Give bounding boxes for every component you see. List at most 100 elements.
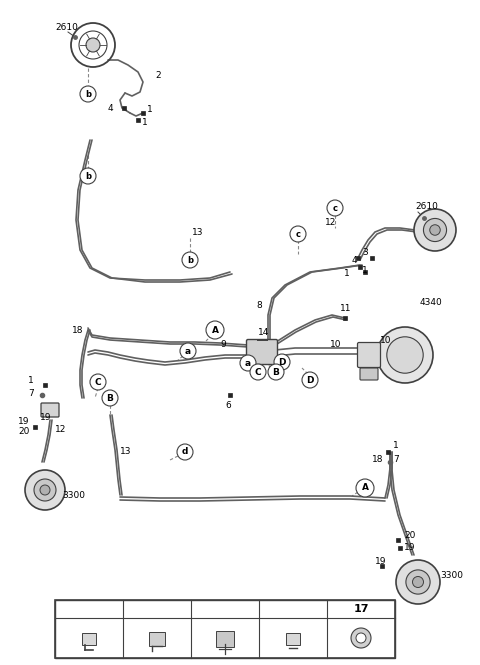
Text: C: C [95,378,101,386]
Text: 5: 5 [291,604,298,614]
Text: 19: 19 [404,543,416,553]
Text: 19: 19 [40,414,51,422]
Text: 11: 11 [340,303,351,313]
Text: A: A [361,483,369,493]
Bar [149,632,165,646]
Bar [33,425,37,429]
Text: 16: 16 [155,604,168,614]
Bar [136,118,140,122]
Text: d: d [182,448,188,456]
Bar [228,393,232,397]
Text: 1: 1 [344,269,350,277]
Text: 1: 1 [147,104,153,114]
Circle shape [208,602,222,616]
Bar [216,631,234,647]
Circle shape [406,570,430,594]
Bar [43,383,47,387]
Bar [370,256,374,260]
Text: 13: 13 [120,448,132,456]
Text: 10: 10 [330,340,341,348]
Bar [358,265,362,269]
Text: a: a [76,604,82,614]
Text: 2610: 2610 [55,23,78,31]
Circle shape [327,200,343,216]
Text: b: b [85,90,91,98]
Text: 1: 1 [362,265,368,275]
Text: 4: 4 [108,104,114,112]
Text: c: c [296,229,300,239]
Circle shape [351,628,371,648]
Text: 14: 14 [258,327,269,336]
Circle shape [356,633,366,643]
Circle shape [387,336,423,373]
Text: 9: 9 [220,340,226,348]
FancyBboxPatch shape [358,342,381,368]
Bar [55,600,395,658]
Text: 4340: 4340 [420,297,443,307]
Text: c: c [212,604,218,614]
Text: 13: 13 [192,227,204,237]
Circle shape [34,479,56,501]
Text: d: d [280,604,286,614]
Circle shape [40,485,50,495]
Text: 6: 6 [225,400,231,410]
Bar [380,564,384,568]
Text: 10: 10 [380,336,392,344]
Text: 18: 18 [372,456,384,464]
Bar [398,546,402,550]
Text: B: B [107,394,113,402]
Bar [55,600,395,658]
Circle shape [302,372,318,388]
Text: 20: 20 [18,428,29,436]
Text: 1: 1 [142,118,148,126]
Circle shape [86,38,100,52]
Circle shape [290,226,306,242]
Text: 12: 12 [55,426,66,434]
Text: 3300: 3300 [62,491,85,499]
Text: B: B [273,368,279,376]
Circle shape [414,209,456,251]
Circle shape [250,364,266,380]
Circle shape [90,374,106,390]
Circle shape [423,218,446,241]
Circle shape [412,577,423,587]
Circle shape [268,364,284,380]
Text: 3300: 3300 [440,571,463,579]
Text: 1: 1 [28,376,34,384]
Text: a: a [245,358,251,368]
Circle shape [274,354,290,370]
Bar [82,633,96,645]
Circle shape [180,343,196,359]
FancyBboxPatch shape [41,403,59,417]
Circle shape [276,602,290,616]
Bar [343,317,347,320]
Text: 15: 15 [87,604,100,614]
Text: c: c [333,203,337,213]
Text: 20: 20 [404,531,415,539]
Circle shape [396,560,440,604]
Circle shape [240,355,256,371]
Circle shape [25,470,65,510]
Bar [363,270,367,274]
Text: 19: 19 [375,557,386,567]
Text: C: C [255,368,261,376]
Circle shape [72,602,86,616]
Bar [141,111,145,115]
Circle shape [206,321,224,339]
Text: 19: 19 [18,418,29,426]
Text: b: b [144,604,150,614]
Text: b: b [85,172,91,180]
Text: a: a [185,346,191,356]
Text: 3: 3 [362,247,368,257]
Text: 2610: 2610 [415,201,438,211]
Text: 7: 7 [393,456,399,464]
Circle shape [177,444,193,460]
Circle shape [140,602,154,616]
Text: 18: 18 [72,325,84,334]
Circle shape [430,225,440,235]
Circle shape [80,86,96,102]
FancyBboxPatch shape [247,340,277,364]
Text: 8: 8 [256,301,262,309]
Text: D: D [278,358,286,366]
Circle shape [377,327,433,383]
